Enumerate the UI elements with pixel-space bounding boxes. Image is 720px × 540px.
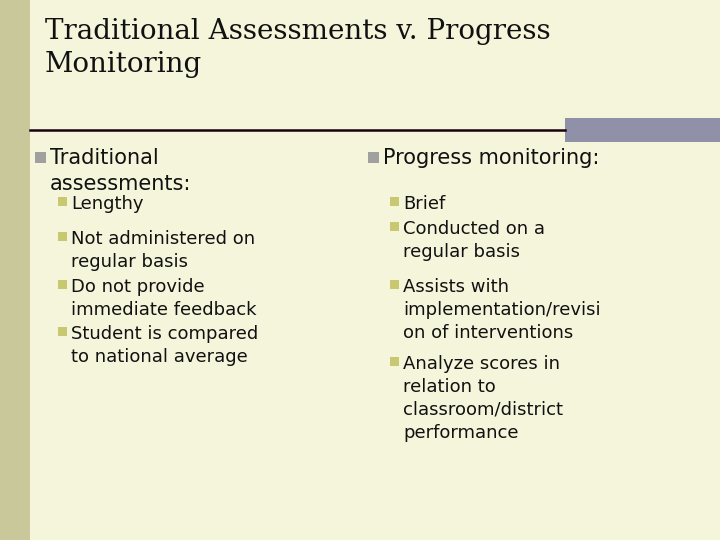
Bar [390, 197, 399, 206]
Text: Lengthy: Lengthy [71, 195, 143, 213]
Bar [565, 118, 720, 142]
Text: Do not provide
immediate feedback: Do not provide immediate feedback [71, 278, 256, 319]
Bar [390, 280, 399, 289]
Text: Analyze scores in
relation to
classroom/district
performance: Analyze scores in relation to classroom/… [403, 355, 563, 442]
Text: Assists with
implementation/revisi
on of interventions: Assists with implementation/revisi on of… [403, 278, 600, 342]
Text: Conducted on a
regular basis: Conducted on a regular basis [403, 220, 545, 261]
Bar [390, 357, 399, 366]
Text: Student is compared
to national average: Student is compared to national average [71, 325, 258, 366]
Bar [35, 152, 46, 163]
Bar [390, 222, 399, 231]
Text: Not administered on
regular basis: Not administered on regular basis [71, 230, 255, 271]
Bar [58, 197, 67, 206]
Bar [58, 327, 67, 336]
Text: Traditional
assessments:: Traditional assessments: [50, 148, 192, 194]
Text: Brief: Brief [403, 195, 445, 213]
Bar [58, 232, 67, 241]
Text: Traditional Assessments v. Progress
Monitoring: Traditional Assessments v. Progress Moni… [45, 18, 551, 78]
Text: Progress monitoring:: Progress monitoring: [383, 148, 599, 168]
Bar [58, 280, 67, 289]
Bar [0, 0, 30, 540]
Bar [368, 152, 379, 163]
